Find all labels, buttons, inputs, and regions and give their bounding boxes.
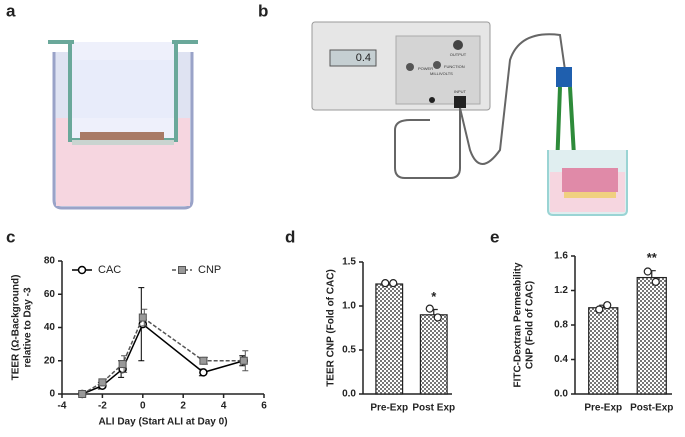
marker <box>239 356 248 365</box>
panel-label: a <box>6 1 16 20</box>
annotation: * <box>431 289 437 304</box>
panel-label: d <box>285 227 295 246</box>
y-tick-label: 0.0 <box>342 389 356 400</box>
marker <box>98 378 107 387</box>
y-tick-label: 1.6 <box>554 251 568 262</box>
x-tick-label: 6 <box>261 401 267 412</box>
x-tick-label: Pre-Exp <box>370 403 408 414</box>
y-axis-title: TEER (Ω-Background) <box>11 275 22 381</box>
marker <box>138 313 147 322</box>
bar <box>375 283 404 395</box>
marker <box>199 356 208 365</box>
bar <box>636 276 667 395</box>
x-tick-label: Post Exp <box>412 403 455 414</box>
y-tick-label: 0.0 <box>554 389 568 400</box>
legend-marker <box>77 265 87 275</box>
marker <box>78 390 87 398</box>
device-label: MILLIVOLTS <box>430 71 453 76</box>
y-tick-label: 0.4 <box>554 354 568 365</box>
transwell-diagram <box>48 40 198 210</box>
bar <box>419 314 448 395</box>
y-tick-label: 0.5 <box>342 345 356 356</box>
legend-marker <box>178 266 186 274</box>
data-point <box>425 304 434 313</box>
y-tick-label: 80 <box>44 256 56 267</box>
panel-label: e <box>490 227 499 246</box>
device-label: POWER <box>418 66 433 71</box>
data-point <box>603 301 612 310</box>
data-point <box>595 305 604 314</box>
data-point <box>381 279 390 288</box>
data-point <box>433 313 442 322</box>
marker <box>199 368 208 377</box>
data-point <box>643 267 652 276</box>
legend-label: CAC <box>98 264 121 276</box>
panel-label: c <box>6 227 15 246</box>
data-point <box>389 279 398 288</box>
x-tick-label: 2 <box>180 401 186 412</box>
panel-label: b <box>258 1 268 20</box>
teer-meter-diagram: 0.4 OUTPUT POWER FUNCTION MILLIVOLTS INP… <box>311 21 628 216</box>
x-tick-label: Pre-Exp <box>584 403 622 414</box>
y-tick-label: 40 <box>44 322 56 333</box>
annotation: ** <box>647 250 658 265</box>
device-label: INPUT <box>454 89 467 94</box>
display-value: 0.4 <box>356 52 371 64</box>
x-tick-label: Post-Exp <box>630 403 673 414</box>
y-axis-title: FITC-Dextran Permeability <box>513 262 524 387</box>
y-axis-title: TEER CNP (Fold of CAC) <box>326 269 337 387</box>
y-tick-label: 1.2 <box>554 285 568 296</box>
y-axis-title: relative to Day -3 <box>23 287 34 367</box>
y-tick-label: 0.8 <box>554 320 568 331</box>
y-axis-title: CNP (Fold of CAC) <box>525 281 536 369</box>
x-tick-label: -2 <box>98 401 107 412</box>
y-tick-label: 20 <box>44 355 56 366</box>
y-tick-label: 0 <box>49 389 55 400</box>
legend-label: CNP <box>198 264 221 276</box>
marker <box>118 360 127 369</box>
x-tick-label: -4 <box>58 401 67 412</box>
data-point <box>651 277 660 286</box>
y-tick-label: 1.0 <box>342 301 356 312</box>
y-tick-label: 1.5 <box>342 257 356 268</box>
x-tick-label: 4 <box>221 401 227 412</box>
y-tick-label: 60 <box>44 289 56 300</box>
device-label: OUTPUT <box>450 52 467 57</box>
device-label: FUNCTION <box>444 64 465 69</box>
x-tick-label: 0 <box>140 401 146 412</box>
x-axis-title: ALI Day (Start ALI at Day 0) <box>98 417 227 428</box>
series-line <box>81 322 245 395</box>
bar <box>588 307 619 395</box>
